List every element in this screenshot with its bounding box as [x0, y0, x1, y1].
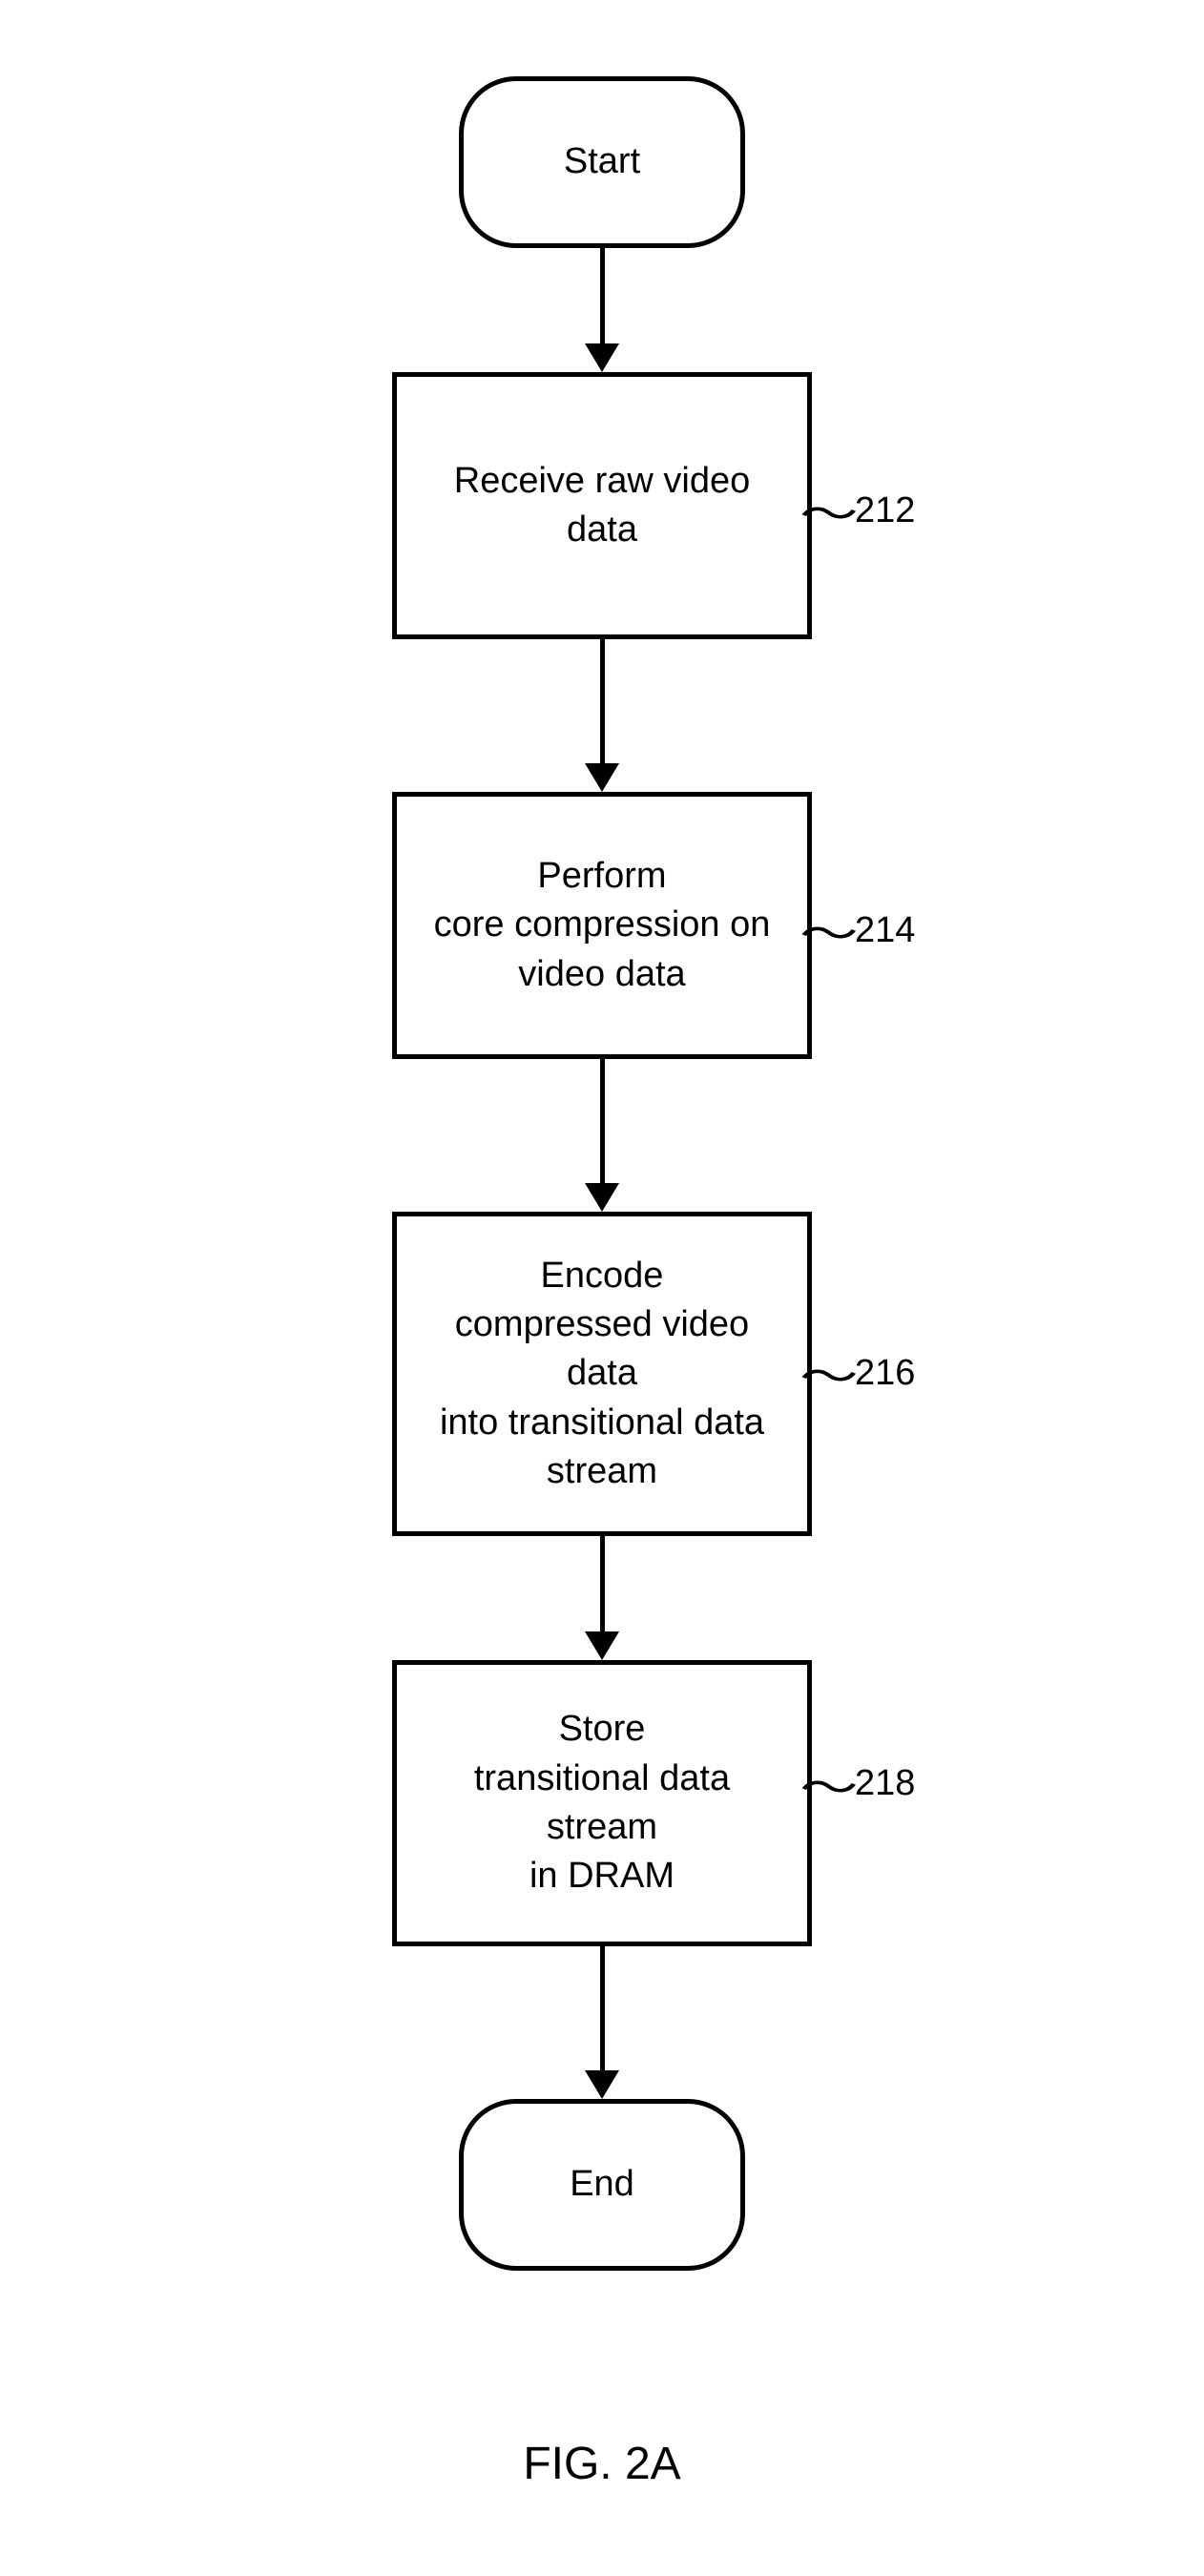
end-terminator: End — [459, 2099, 745, 2271]
arrow-4 — [585, 1536, 619, 1660]
process-step-2: Perform core compression on video data 〜… — [392, 792, 812, 1059]
process-step-4: Store transitional data stream in DRAM 〜… — [392, 1660, 812, 1946]
end-label: End — [560, 2150, 644, 2218]
step2-text: Perform core compression on video data — [425, 842, 780, 1008]
ref-214: 〜214 — [807, 900, 915, 961]
flowchart-container: Start Receive raw video data 〜212 Perfor… — [392, 76, 812, 2271]
figure-label: FIG. 2A — [523, 2438, 680, 2490]
step3-text: Encode compressed video data into transi… — [430, 1242, 774, 1506]
arrow-2 — [585, 639, 619, 792]
ref-216: 〜216 — [807, 1342, 915, 1403]
step1-text: Receive raw video data — [445, 447, 759, 565]
arrow-5 — [585, 1946, 619, 2099]
start-label: Start — [554, 128, 650, 196]
arrow-3 — [585, 1059, 619, 1212]
process-step-1: Receive raw video data 〜212 — [392, 372, 812, 639]
ref-212: 〜212 — [807, 480, 915, 541]
ref-218: 〜218 — [807, 1754, 915, 1815]
step4-text: Store transitional data stream in DRAM — [465, 1695, 739, 1910]
arrow-1 — [585, 248, 619, 372]
process-step-3: Encode compressed video data into transi… — [392, 1212, 812, 1536]
start-terminator: Start — [459, 76, 745, 248]
